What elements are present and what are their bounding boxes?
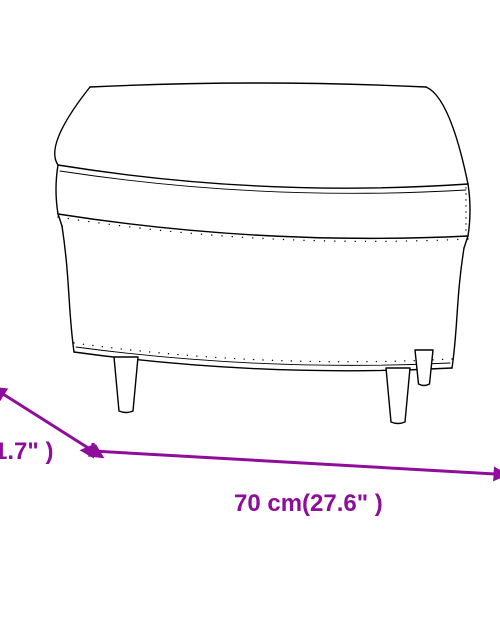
depth-dimension-label: cm(21.7" ) bbox=[0, 438, 53, 466]
width-dimension-label: 70 cm(27.6" ) bbox=[234, 490, 383, 518]
ottoman-dimension-svg bbox=[0, 0, 500, 641]
diagram-canvas: cm(21.7" ) 70 cm(27.6" ) bbox=[0, 0, 500, 641]
